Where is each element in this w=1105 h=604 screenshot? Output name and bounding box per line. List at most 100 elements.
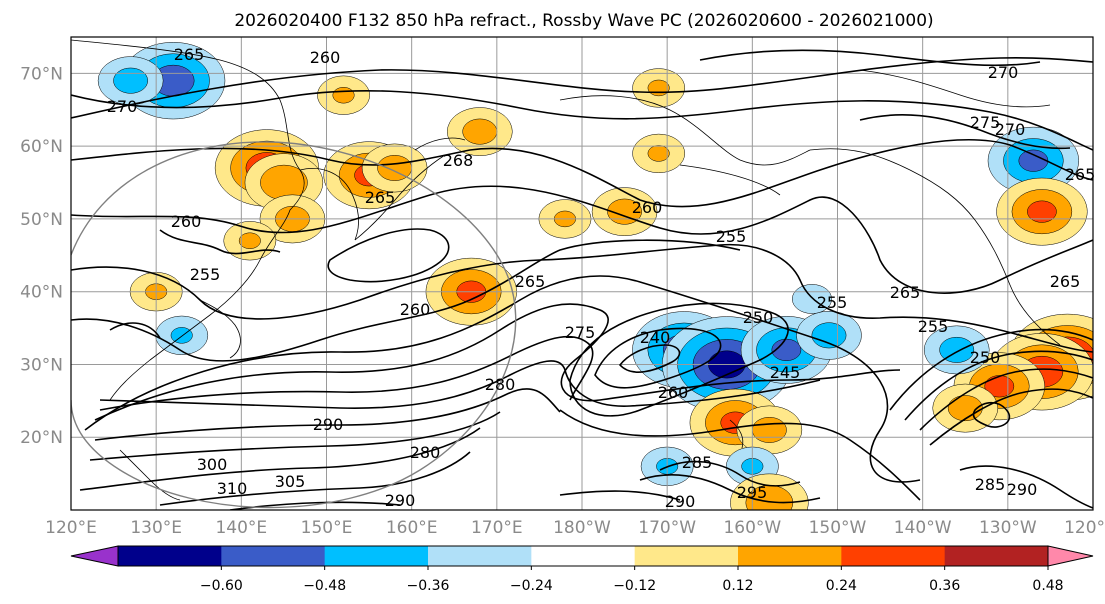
coastline: [729, 419, 744, 449]
contour-label: 275: [565, 323, 596, 342]
anomaly-blob: [1027, 200, 1057, 223]
colorbar-segment: [221, 546, 326, 566]
contour-line: [919, 368, 1093, 431]
contour-label: 260: [171, 212, 202, 231]
contour-label: 265: [1050, 272, 1081, 291]
contour-line: [99, 360, 821, 409]
colorbar-segment: [738, 546, 842, 566]
contour-line: [159, 451, 471, 506]
contour-label: 255: [918, 317, 949, 336]
contour-label: 270: [988, 63, 1019, 82]
y-tick-label: 50°N: [20, 210, 63, 230]
coastline: [809, 148, 1061, 346]
colorbar-tick-label: 0.24: [826, 578, 857, 594]
x-tick-label: 130°E: [130, 518, 182, 538]
contour-line: [79, 427, 481, 491]
contour-line: [71, 239, 741, 362]
coastlines: [71, 39, 1061, 501]
y-axis-labels: 70°N 60°N 50°N 40°N 30°N 20°N: [20, 64, 63, 448]
contour-line: [594, 327, 722, 389]
contour-label: 255: [716, 227, 747, 246]
contour-line: [699, 49, 1041, 67]
contour-line: [89, 411, 501, 461]
contour-label: 290: [1007, 480, 1038, 499]
contour-label: 250: [970, 348, 1001, 367]
contour-label: 305: [275, 472, 306, 491]
contour-line: [559, 409, 921, 501]
contour-label: 240: [640, 328, 671, 347]
colorbar-tick-label: −0.24: [510, 578, 553, 594]
anomaly-blob: [984, 375, 1015, 398]
anomaly-blob: [751, 417, 787, 443]
colorbar-tick-label: 0.12: [722, 578, 753, 594]
contour-label: 285: [975, 475, 1006, 494]
contour-label: 290: [665, 492, 696, 511]
coastline: [299, 168, 360, 241]
contour-label: 268: [443, 151, 474, 170]
anomaly-blob: [1018, 149, 1049, 172]
colorbar-tick-label: 0.36: [929, 578, 960, 594]
anomaly-blob: [811, 322, 847, 349]
contour-label: 290: [385, 491, 416, 510]
coastline: [354, 154, 446, 241]
colorbar-tick-label: −0.36: [407, 578, 450, 594]
contour-line: [859, 114, 1071, 150]
x-tick-label: 150°E: [301, 518, 353, 538]
y-tick-label: 30°N: [20, 355, 63, 375]
contour-line: [972, 401, 1011, 428]
colorbar-segment: [634, 546, 739, 566]
coastline: [559, 95, 811, 166]
contour-label: 265: [1065, 165, 1096, 184]
anomaly-blob: [607, 198, 642, 225]
contour-label: 300: [197, 455, 228, 474]
contour-label: 255: [817, 293, 848, 312]
contour-label: 265: [515, 272, 546, 291]
anomaly-blob: [771, 338, 802, 361]
colorbar-tick-label: −0.60: [200, 578, 243, 594]
contour-line: [159, 229, 281, 255]
x-tick-label: 150°W: [809, 518, 867, 538]
contour-line: [71, 185, 1093, 294]
contour-label: 265: [174, 45, 205, 64]
contour-labels: 265 260 270 260 265 268 260 255 255 265 260 270 275 2…: [107, 45, 1096, 511]
x-tick-label: 130°W: [979, 518, 1037, 538]
colorbar-segment: [531, 546, 636, 566]
contour-label: 265: [890, 283, 921, 302]
contour-label: 275: [970, 113, 1001, 132]
contour-line: [71, 57, 1093, 119]
contour-line: [959, 465, 1093, 509]
contour-label: 260: [632, 198, 663, 217]
contour-line: [94, 388, 561, 441]
great-circle: [71, 141, 517, 509]
anomaly-blob: [113, 67, 149, 94]
contour-label: 260: [310, 48, 341, 67]
anomaly-blob: [462, 118, 498, 145]
contour-line: [569, 302, 789, 417]
contour-line: [84, 275, 921, 483]
contour-label: 280: [485, 375, 516, 394]
contour-label: 310: [217, 479, 248, 498]
colorbar-tick-label: −0.48: [303, 578, 346, 594]
x-tick-label: 140°E: [215, 518, 267, 538]
x-tick-label: 170°E: [471, 518, 523, 538]
contour-line: [71, 243, 1093, 353]
contour-line: [559, 490, 681, 501]
colorbar: −0.60 −0.48 −0.36 −0.24 −0.12 0.12 0.24 0.36 0.4…: [70, 545, 1094, 594]
coastline: [414, 137, 466, 151]
contour-line: [618, 344, 681, 373]
contour-label: 270: [107, 97, 138, 116]
x-axis-labels: 120°E 130°E 140°E 150°E 160°E 170°E 180°W 170°W…: [45, 518, 1105, 538]
map-area: [71, 37, 1093, 510]
x-tick-label: 120°E: [45, 518, 97, 538]
contour-label: 260: [658, 383, 689, 402]
anomaly-blob: [238, 232, 261, 249]
y-tick-label: 20°N: [20, 428, 63, 448]
colorbar-segment: [841, 546, 946, 566]
contour-label: 280: [410, 443, 441, 462]
x-tick-label: 120°W: [1064, 518, 1105, 538]
x-tick-label: 160°E: [386, 518, 438, 538]
contour-line: [327, 228, 450, 283]
colorbar-segment: [944, 546, 1049, 566]
